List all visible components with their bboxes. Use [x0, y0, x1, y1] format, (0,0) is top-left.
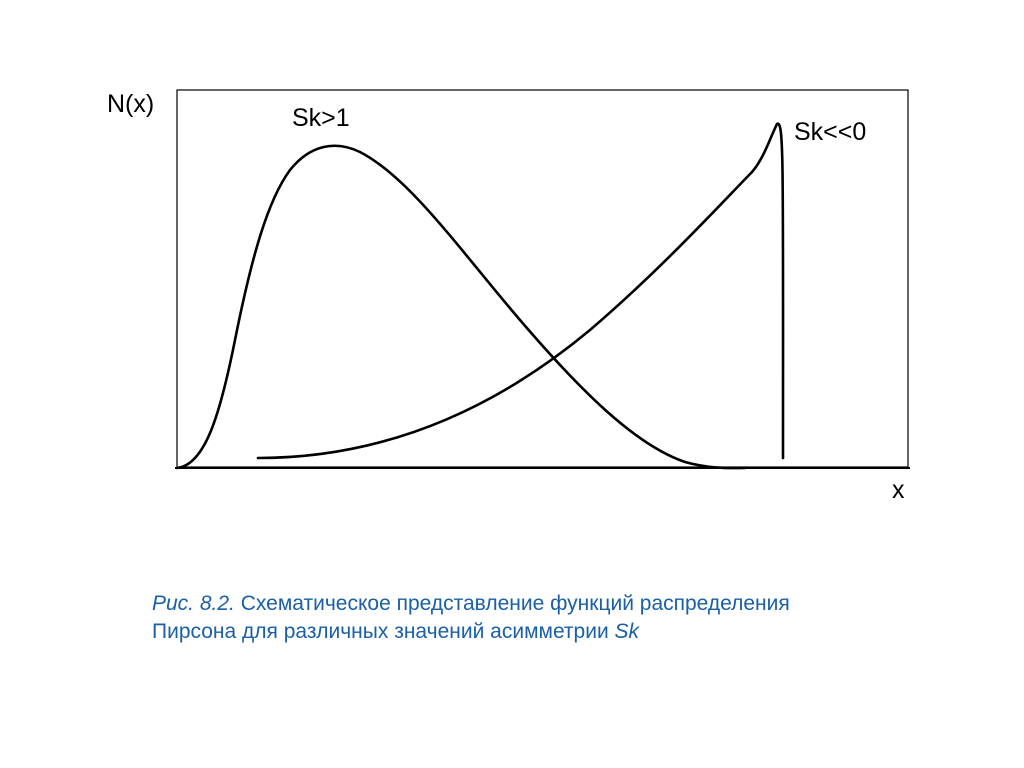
caption-symbol: Sk [614, 620, 640, 643]
curve-label-positive-skew: Sk>1 [292, 104, 350, 132]
x-axis-label: x [892, 476, 905, 504]
caption-text-line-1: Схематическое представление функций расп… [240, 592, 790, 615]
curve-negative-skew [256, 122, 785, 460]
caption-line-1: Рис. 8.2. Схематическое представление фу… [152, 590, 952, 618]
curve-positive-skew [175, 144, 747, 470]
caption-figure-number: Рис. 8.2. [152, 592, 235, 615]
curve-label-negative-skew: Sk<<0 [794, 118, 866, 146]
plot-frame [176, 89, 909, 468]
pearson-distribution-diagram: N(x) x Sk>1 Sk<<0 [107, 89, 910, 504]
figure-caption: Рис. 8.2. Схематическое представление фу… [152, 590, 952, 646]
y-axis-label: N(x) [107, 90, 154, 118]
caption-text-line-2: Пирсона для различных значений асимметри… [152, 620, 609, 643]
caption-line-2: Пирсона для различных значений асимметри… [152, 618, 952, 646]
